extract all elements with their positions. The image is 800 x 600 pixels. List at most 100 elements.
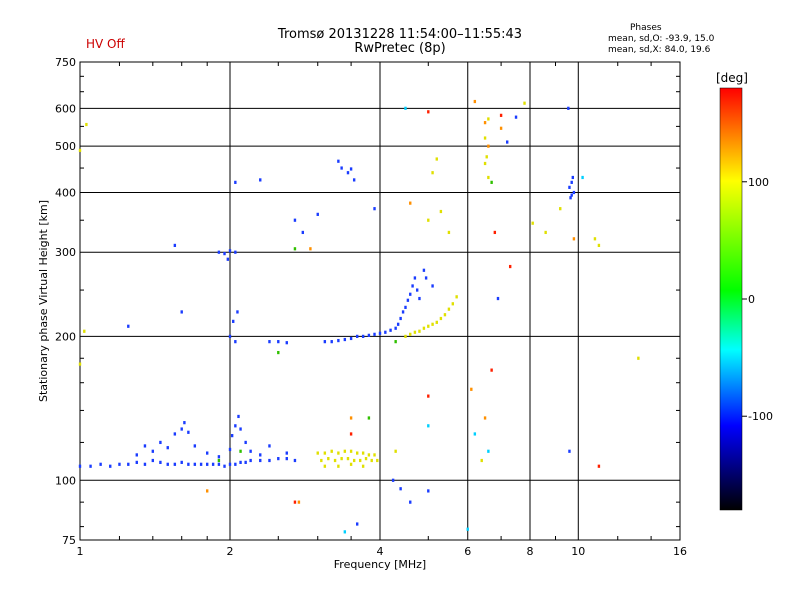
data-point [187,462,190,466]
data-point [427,218,430,222]
data-point [409,292,412,296]
data-point [384,330,387,334]
data-point [78,464,82,468]
data-point [466,527,469,531]
hv-status: HV Off [86,37,125,51]
data-point [422,268,426,272]
data-point [364,457,368,461]
data-point [268,340,271,344]
data-point [427,424,430,428]
x-tick-label: 8 [527,545,534,558]
data-point [151,458,155,463]
data-point [349,336,353,341]
data-point [505,140,509,144]
data-point [316,451,319,455]
data-point [330,340,333,344]
data-point [316,212,319,216]
data-point [389,328,392,332]
data-point [473,99,477,104]
data-point [418,296,421,301]
data-point [223,252,226,256]
x-tick-label: 6 [464,545,471,558]
data-point [487,175,490,180]
data-point [483,161,487,166]
data-point [415,288,419,292]
data-point [259,458,262,463]
data-point [367,416,371,420]
data-point [358,458,362,463]
data-point [435,157,438,161]
data-point [451,302,455,306]
data-point [340,166,343,170]
data-point [367,453,371,457]
data-point [455,295,458,299]
data-point [349,462,353,466]
data-point [569,196,572,200]
data-point [228,249,232,253]
data-point [427,110,430,114]
data-point [399,316,402,321]
data-point [343,449,347,453]
data-point [391,478,395,482]
data-point [151,449,155,453]
data-point [340,457,343,461]
data-point [249,449,252,453]
data-point [249,458,252,463]
data-point [237,414,240,419]
data-point [422,326,426,330]
data-point [418,329,421,333]
x-tick-label: 4 [377,545,384,558]
data-point [508,264,512,269]
data-point [183,421,186,425]
data-point [490,368,493,372]
data-point [187,430,190,434]
y-tick-label: 75 [62,534,76,547]
data-point [346,457,350,461]
data-point [109,464,112,468]
data-point [285,451,288,455]
data-point [439,209,443,214]
data-point [330,449,333,453]
data-point [447,307,451,311]
y-tick-label: 300 [55,246,76,259]
data-point [439,316,443,321]
data-point [173,243,177,248]
data-point [493,230,497,235]
data-point [413,276,417,280]
data-point [217,250,221,254]
data-point [373,453,376,457]
data-point [346,171,350,175]
data-point [217,458,221,463]
data-point [259,453,262,457]
data-point [159,460,162,464]
data-point [226,257,230,261]
data-point [568,449,571,453]
data-point [228,334,232,338]
data-point [234,250,237,254]
data-point [572,190,576,195]
data-point [431,284,434,288]
data-point [320,458,323,463]
data-point [361,334,365,338]
data-point [285,341,288,345]
data-point [367,333,371,337]
data-point [337,159,340,163]
data-point [570,193,573,197]
data-point [166,462,169,466]
data-point [244,440,247,445]
data-point [409,201,412,205]
data-point [343,530,347,534]
data-point [483,121,487,125]
data-point [427,324,430,328]
plot-frame [79,61,681,541]
data-point [244,460,247,464]
data-point [293,247,297,251]
data-point [401,310,405,314]
data-point [487,144,490,148]
data-point [394,449,397,453]
data-point [78,362,82,366]
data-point [230,434,234,438]
data-point [597,464,601,468]
data-point [431,322,434,326]
x-tick-label: 2 [227,545,234,558]
